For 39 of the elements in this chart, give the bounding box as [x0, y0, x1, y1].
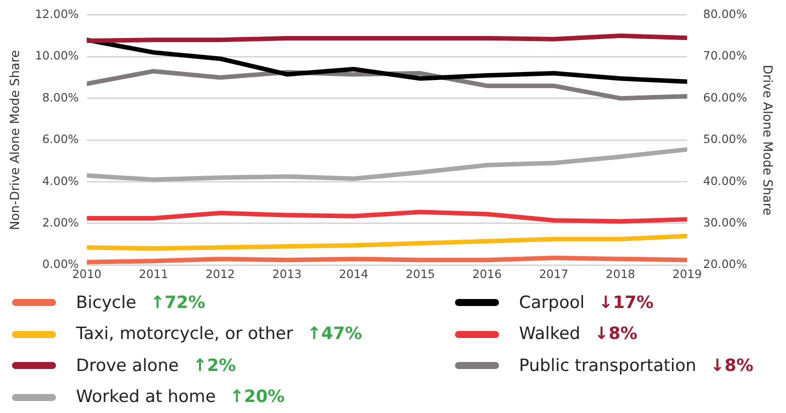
y-tick-label: 12.00% [34, 6, 79, 21]
y2-tick-label: 40.00% [703, 174, 748, 188]
y-tick-label: 4.00% [42, 174, 79, 188]
y-tick-label: 8.00% [42, 90, 79, 104]
legend-label: Worked at home [76, 387, 216, 408]
x-tick-label: 2013 [272, 267, 302, 282]
y-tick-label: 10.00% [34, 48, 79, 63]
legend-label: Public transportation [519, 356, 696, 376]
text: ↑2% [192, 356, 236, 376]
y2-tick-label: 50.00% [703, 132, 748, 146]
x-tick-label: 2012 [206, 267, 235, 282]
x-tick-label: 2015 [406, 267, 435, 282]
y2-axis-title: Drive Alone Mode Share [760, 64, 776, 216]
y-tick-label: 6.00% [42, 132, 79, 146]
text: ↑72% [150, 292, 206, 313]
legend-label: Drove alone [76, 356, 179, 376]
x-tick-label: 2011 [138, 267, 168, 282]
text: ↓8% [710, 356, 754, 376]
x-tick-label: 2014 [339, 267, 368, 282]
legend-label: Carpool [519, 292, 585, 313]
x-tick-label: 2016 [472, 267, 502, 282]
y2-tick-label: 80.00% [703, 6, 748, 21]
y2-tick-label: 70.00% [703, 48, 748, 63]
x-tick-label: 2019 [672, 267, 702, 282]
x-tick-label: 2017 [539, 267, 568, 282]
y-axis-title: Non-Drive Alone Mode Share [6, 50, 22, 230]
x-tick-label: 2010 [72, 267, 102, 282]
y2-tick-label: 30.00% [703, 215, 748, 230]
legend-label: Walked [519, 324, 580, 344]
text: ↑20% [230, 387, 285, 408]
legend-label: Bicycle [76, 292, 136, 313]
legend-label: Taxi, motorcycle, or other [76, 324, 294, 344]
y-tick-label: 2.00% [42, 215, 79, 230]
text: ↑47% [307, 324, 362, 344]
text: ↓8% [594, 324, 638, 344]
y2-tick-label: 60.00% [703, 90, 748, 104]
y2-tick-label: 20.00% [703, 257, 748, 272]
x-tick-label: 2018 [606, 267, 636, 282]
text: ↓17% [598, 292, 654, 313]
